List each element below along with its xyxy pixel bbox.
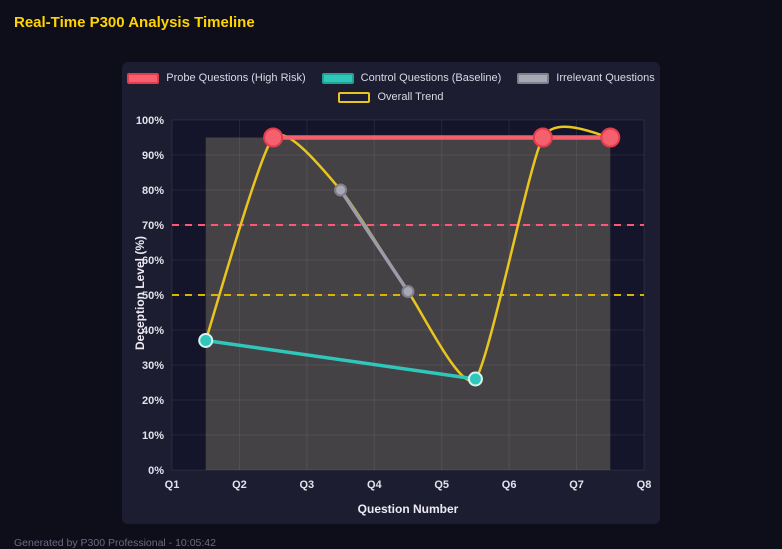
legend-swatch-icon — [127, 72, 160, 84]
legend-swatch-icon — [338, 91, 371, 103]
y-tick-label: 30% — [142, 360, 164, 372]
data-point[interactable] — [600, 127, 621, 148]
legend-swatch-icon — [517, 72, 550, 84]
data-point[interactable] — [401, 285, 415, 298]
y-tick-label: 90% — [142, 150, 164, 162]
page-title: Real-Time P300 Analysis Timeline — [14, 14, 255, 31]
legend-item-3[interactable]: Overall Trend — [338, 91, 444, 103]
legend-label: Control Questions (Baseline) — [360, 72, 502, 84]
data-point[interactable] — [334, 183, 348, 197]
legend-label: Irrelevant Questions — [556, 72, 655, 84]
x-tick-label: Q2 — [232, 479, 247, 491]
series-line-irrelevant-questions — [338, 188, 410, 294]
y-tick-label: 60% — [142, 255, 164, 267]
legend-label: Probe Questions (High Risk) — [166, 72, 306, 84]
x-tick-label: Q3 — [300, 479, 315, 491]
x-tick-label: Q8 — [637, 479, 652, 491]
y-tick-label: 100% — [136, 115, 164, 127]
legend-item-0[interactable]: Probe Questions (High Risk) — [127, 72, 306, 84]
y-tick-label: 0% — [148, 465, 164, 477]
legend-item-1[interactable]: Control Questions (Baseline) — [321, 72, 502, 84]
y-tick-label: 50% — [142, 290, 164, 302]
data-point[interactable] — [467, 371, 483, 387]
x-tick-label: Q7 — [569, 479, 584, 491]
series-line-control-questions-baseline- — [203, 338, 478, 381]
footer-note: Generated by P300 Professional - 10:05:4… — [14, 537, 216, 549]
legend-item-2[interactable]: Irrelevant Questions — [517, 72, 655, 84]
x-tick-label: Q1 — [165, 479, 180, 491]
legend-label: Overall Trend — [377, 91, 444, 103]
legend-swatch-icon — [321, 72, 354, 84]
data-point[interactable] — [263, 127, 284, 148]
y-axis-title: Deception Level (%) — [133, 235, 147, 351]
y-tick-label: 20% — [142, 395, 164, 407]
y-tick-label: 10% — [142, 430, 164, 442]
y-tick-label: 70% — [142, 220, 164, 232]
shaded-region — [205, 137, 611, 470]
chart-canvas[interactable]: 0% 10% 20% 30% 40% 50% 60% 70% 80% 90% 100% Q1 Q2 Q3 Q… — [122, 114, 660, 524]
x-tick-label: Q6 — [502, 479, 517, 491]
x-tick-label: Q4 — [367, 479, 383, 491]
data-point[interactable] — [532, 127, 553, 148]
x-tick-label: Q5 — [434, 479, 449, 491]
data-point[interactable] — [198, 333, 214, 348]
chart-panel: Probe Questions (High Risk) Control Quest… — [122, 62, 660, 524]
x-axis-title: Question Number — [357, 502, 459, 516]
y-tick-label: 40% — [142, 325, 164, 337]
y-tick-label: 80% — [142, 185, 164, 197]
chart-legend: Probe Questions (High Risk) Control Quest… — [122, 72, 660, 103]
